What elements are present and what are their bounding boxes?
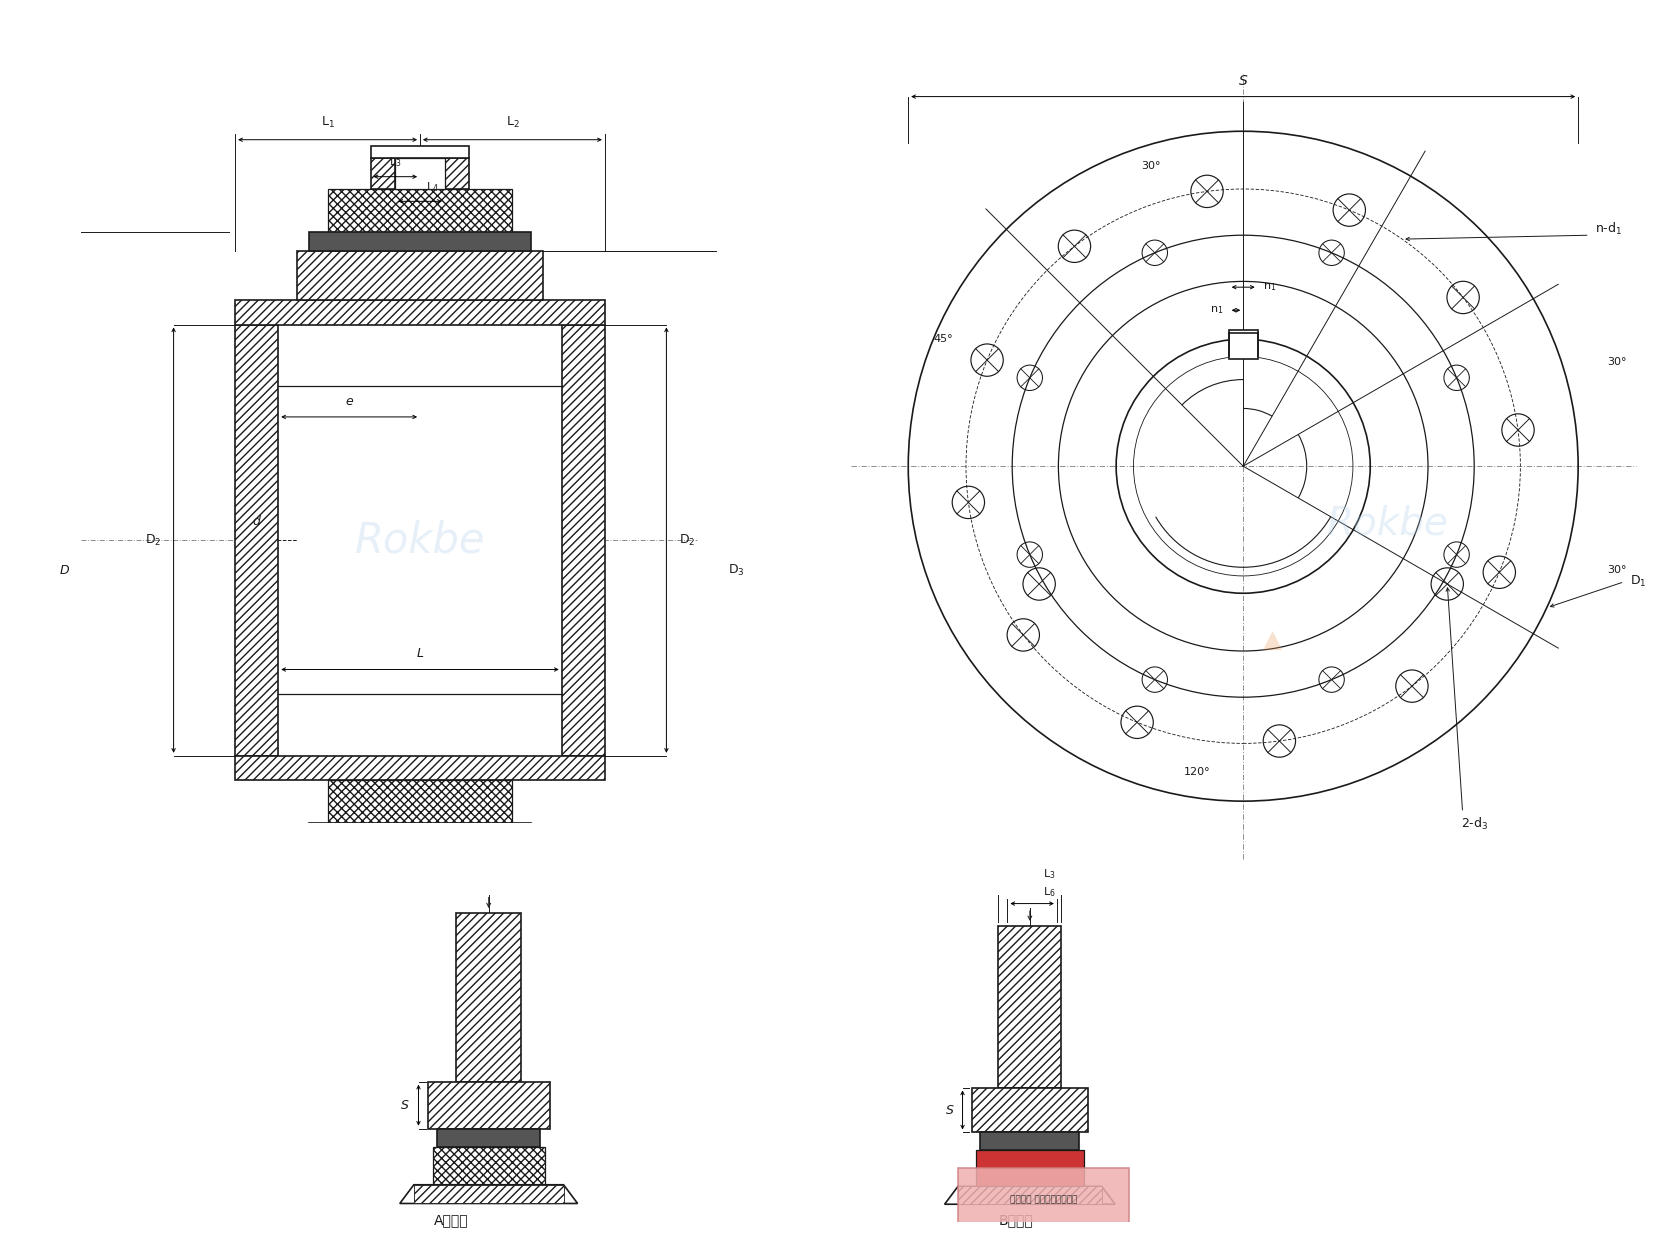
Text: D$_1$: D$_1$ bbox=[1630, 575, 1646, 590]
Text: 版权所有 侵权必被严厉追究: 版权所有 侵权必被严厉追究 bbox=[1010, 1196, 1077, 1205]
Bar bbox=[998, 926, 1062, 1087]
Text: S: S bbox=[1238, 74, 1248, 88]
Bar bbox=[395, 159, 445, 189]
Bar bbox=[309, 232, 531, 251]
Bar bbox=[309, 824, 531, 842]
Text: 30°: 30° bbox=[1608, 358, 1626, 367]
Text: L$_2$: L$_2$ bbox=[506, 116, 519, 131]
Bar bbox=[1228, 330, 1258, 359]
Text: A型结构: A型结构 bbox=[433, 1213, 469, 1227]
Bar bbox=[395, 891, 445, 953]
Text: n$_1$: n$_1$ bbox=[1263, 281, 1277, 294]
Bar bbox=[371, 146, 469, 159]
Bar bbox=[297, 251, 543, 300]
Bar bbox=[981, 1133, 1079, 1150]
Bar bbox=[371, 891, 395, 953]
Bar bbox=[413, 1184, 563, 1203]
Bar bbox=[971, 1087, 1089, 1133]
Text: 30°: 30° bbox=[1141, 161, 1161, 171]
Bar bbox=[235, 325, 279, 756]
Bar bbox=[235, 756, 605, 780]
Text: D$_2$: D$_2$ bbox=[679, 533, 696, 548]
Bar bbox=[958, 1168, 1129, 1231]
Text: S: S bbox=[402, 1099, 410, 1111]
Text: n-d$_1$: n-d$_1$ bbox=[1596, 222, 1623, 237]
Text: 120°: 120° bbox=[1184, 767, 1210, 777]
Text: B型结构: B型结构 bbox=[1000, 1213, 1033, 1227]
Text: D$_3$: D$_3$ bbox=[727, 563, 744, 578]
Text: L$_6$: L$_6$ bbox=[1043, 886, 1057, 900]
Bar bbox=[958, 1187, 1102, 1205]
Bar bbox=[328, 189, 512, 232]
Text: Rokbe: Rokbe bbox=[354, 519, 486, 561]
Bar bbox=[561, 325, 605, 756]
Bar bbox=[297, 842, 543, 891]
Text: n$_1$: n$_1$ bbox=[1210, 305, 1223, 316]
Text: L$_1$: L$_1$ bbox=[321, 116, 334, 131]
Text: ▲: ▲ bbox=[1262, 627, 1282, 651]
Text: L: L bbox=[417, 648, 423, 660]
Polygon shape bbox=[400, 1184, 578, 1203]
Text: L$_4$: L$_4$ bbox=[427, 180, 438, 194]
Text: D$_2$: D$_2$ bbox=[144, 533, 161, 548]
Polygon shape bbox=[944, 1187, 1116, 1205]
Text: L$_3$: L$_3$ bbox=[1043, 867, 1055, 881]
Bar bbox=[976, 1150, 1084, 1187]
Bar bbox=[437, 1129, 541, 1148]
Text: D: D bbox=[59, 564, 69, 577]
Text: 45°: 45° bbox=[932, 334, 953, 344]
Text: e: e bbox=[346, 394, 353, 408]
Bar bbox=[976, 1150, 1084, 1187]
Bar bbox=[428, 1082, 549, 1129]
Text: S: S bbox=[946, 1104, 954, 1116]
Bar bbox=[432, 1148, 544, 1184]
Text: Rokbe: Rokbe bbox=[1327, 505, 1448, 543]
Bar bbox=[445, 159, 469, 189]
Text: d: d bbox=[252, 515, 260, 528]
Bar bbox=[235, 300, 605, 325]
Bar bbox=[455, 914, 521, 1082]
Text: 2-d$_3$: 2-d$_3$ bbox=[1460, 816, 1488, 833]
Bar bbox=[279, 386, 561, 694]
Bar bbox=[328, 780, 512, 824]
Text: L$_3$: L$_3$ bbox=[390, 155, 402, 169]
Text: 30°: 30° bbox=[1608, 566, 1626, 575]
Bar bbox=[371, 159, 395, 189]
Bar bbox=[445, 891, 469, 953]
